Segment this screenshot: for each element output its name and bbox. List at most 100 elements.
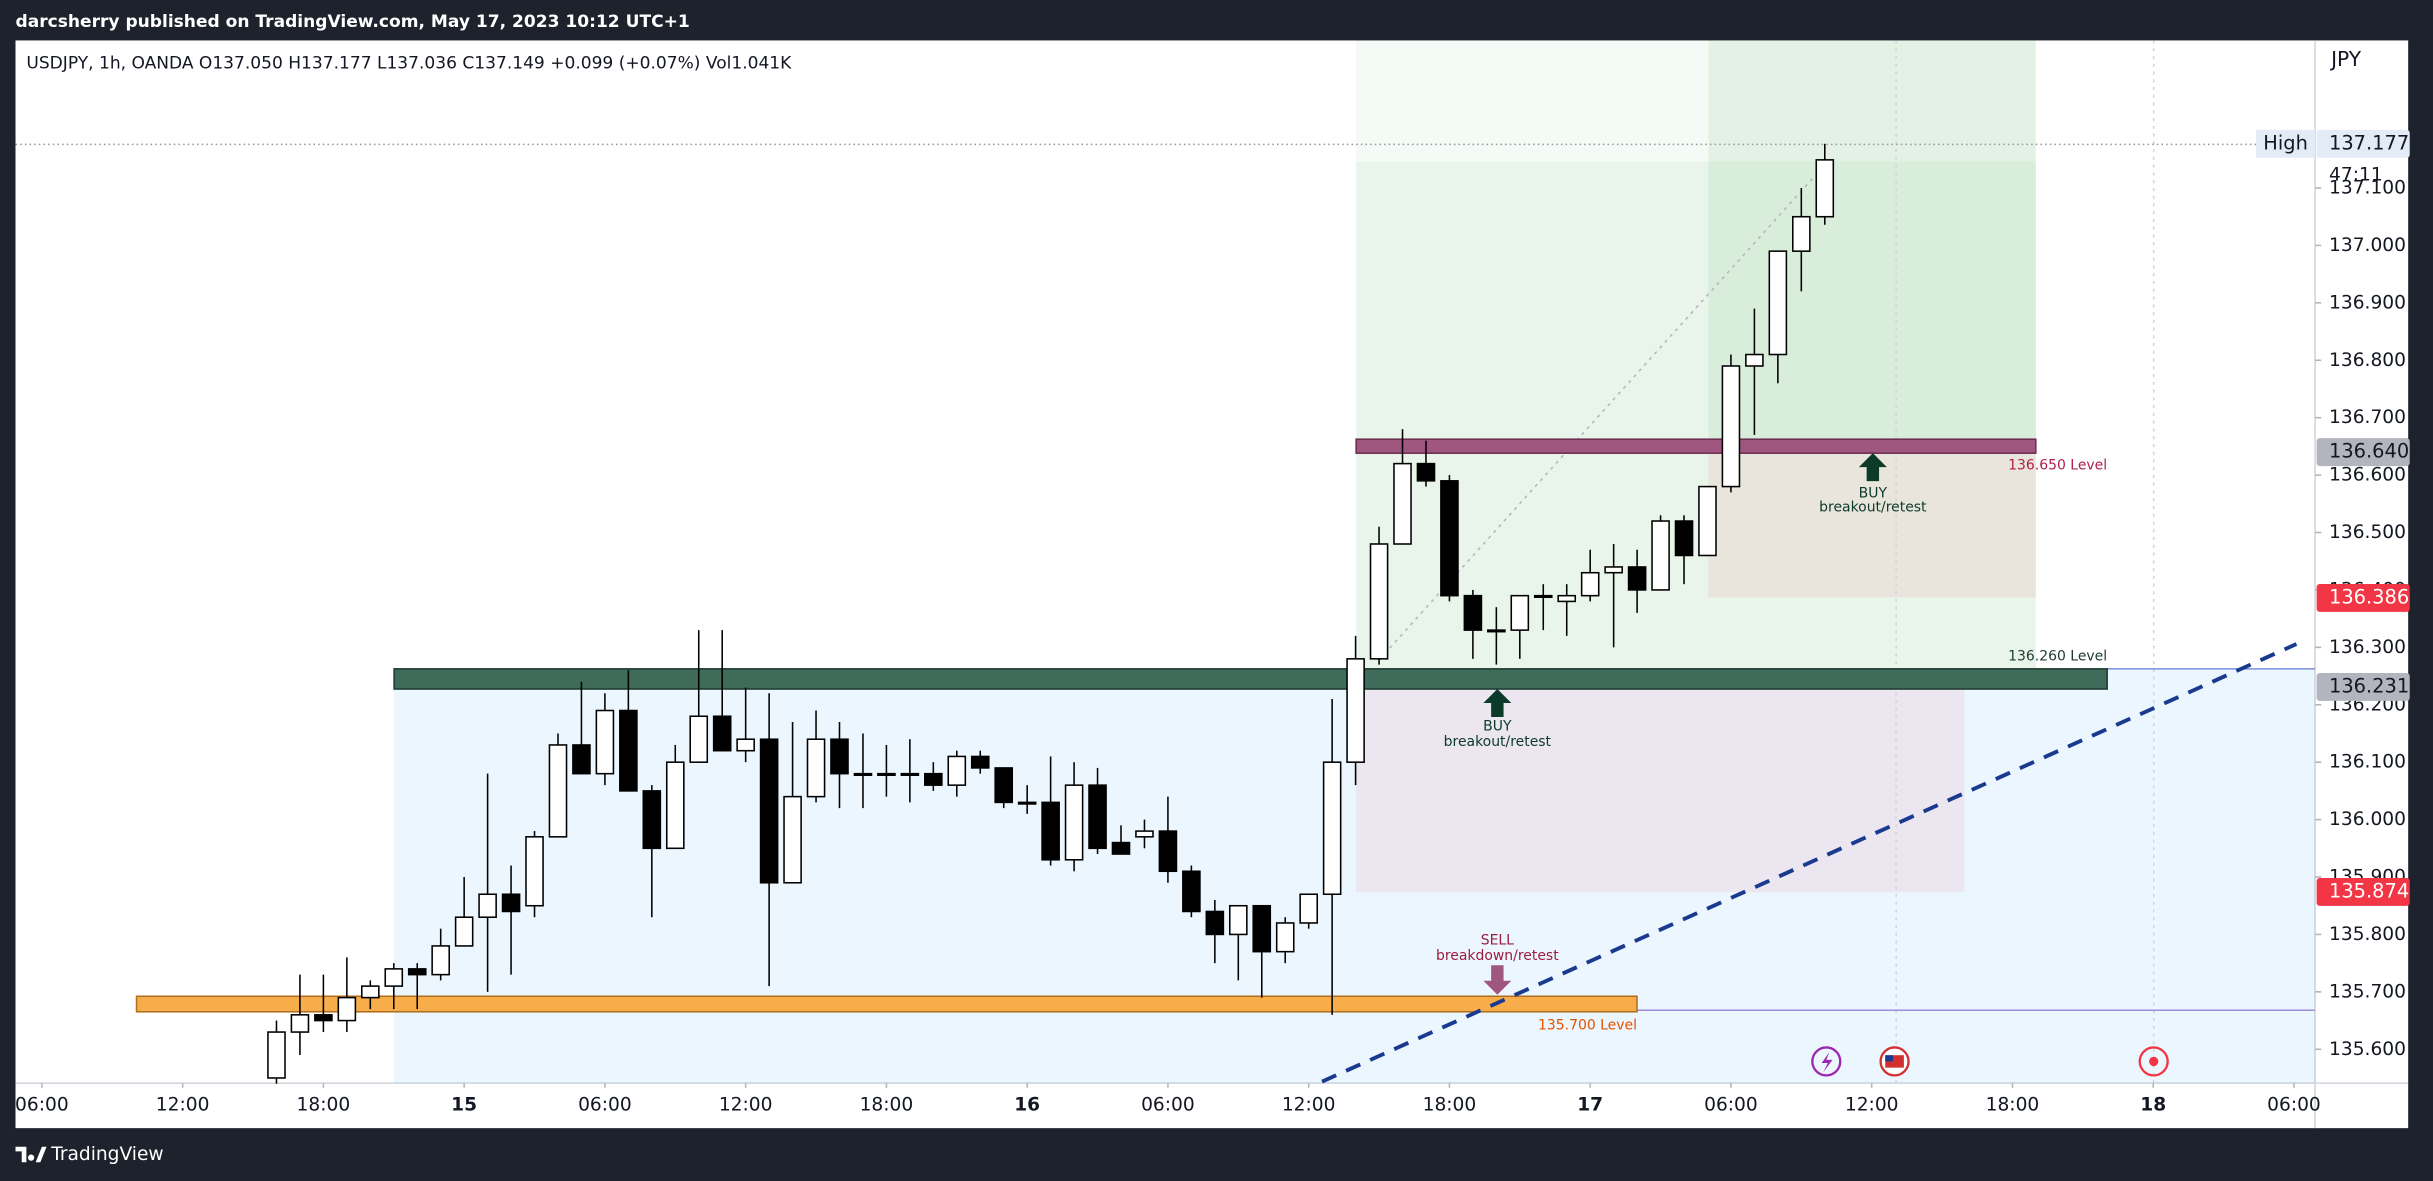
candle-body <box>501 893 521 913</box>
candle-body <box>1252 904 1272 953</box>
candle-body <box>642 790 662 850</box>
candle-body <box>1205 910 1225 936</box>
y-tick-label: 136.300 <box>2329 637 2406 658</box>
candle-body <box>1440 480 1459 597</box>
x-tick-label: 12:00 <box>1282 1094 1336 1115</box>
candle-body <box>337 996 357 1022</box>
y-tick-label: 135.600 <box>2329 1039 2406 1060</box>
candle-body <box>267 1031 286 1079</box>
candle-body <box>454 916 474 947</box>
candle-body <box>1182 870 1201 913</box>
candle-body <box>1533 594 1553 598</box>
brand: TradingView <box>50 1144 163 1165</box>
event-icon[interactable] <box>2138 1046 2169 1077</box>
event-icon[interactable] <box>1811 1046 1842 1077</box>
candle-body <box>1651 520 1670 591</box>
candle-body <box>1627 566 1647 591</box>
x-tick-label: 15 <box>451 1094 477 1115</box>
price-marker <box>2316 877 2410 906</box>
candle-body <box>736 738 755 752</box>
x-tick-label: 12:00 <box>1845 1094 1899 1115</box>
y-tick-label: 137.000 <box>2329 235 2406 256</box>
candle-body <box>478 893 497 918</box>
currency: JPY <box>2329 47 2362 71</box>
candle-body <box>525 836 544 907</box>
target-zone <box>1708 40 2036 440</box>
annotation: BUY <box>1859 486 1888 502</box>
level-label: 136.260 Level <box>2008 648 2107 664</box>
price-marker-label: 137.177 <box>2329 131 2409 154</box>
candle-body <box>924 772 943 786</box>
y-tick-label: 136.600 <box>2329 465 2406 486</box>
x-tick-label: 16 <box>1014 1094 1040 1115</box>
x-tick-label: 06:00 <box>1141 1094 1195 1115</box>
trend-line <box>1321 642 2298 1084</box>
annotation: breakout/retest <box>1444 734 1552 750</box>
candle-body <box>1088 784 1107 850</box>
price-marker-label: 136.640 <box>2329 440 2409 463</box>
candle-body <box>1792 215 1811 252</box>
symbol-legend: USDJPY, 1h, OANDA O137.050 H137.177 L137… <box>26 54 792 74</box>
x-tick-label: 18:00 <box>297 1094 351 1115</box>
candle-body <box>1604 566 1623 574</box>
price-marker-label: 136.386 <box>2329 585 2409 608</box>
candle-body <box>1815 159 1835 218</box>
y-tick-label: 137.100 <box>2329 178 2406 199</box>
candle-body <box>783 795 802 884</box>
price-marker <box>2316 438 2410 467</box>
candle-body <box>1275 922 1295 953</box>
candle-body <box>665 761 685 850</box>
level-label: 135.700 Level <box>1538 1018 1637 1034</box>
candle-body <box>1487 629 1506 633</box>
y-tick-label: 135.800 <box>2329 924 2406 945</box>
candle-body <box>1674 520 1694 557</box>
candle-body <box>759 738 779 884</box>
candle-body <box>361 985 380 999</box>
candle-body <box>1393 462 1412 545</box>
x-tick-label: 06:00 <box>1704 1094 1758 1115</box>
price-marker <box>2316 673 2410 701</box>
x-tick-label: 17 <box>1577 1094 1603 1115</box>
candle-body <box>947 755 967 786</box>
chart-panel <box>15 40 2409 1129</box>
candle-body <box>1369 543 1389 660</box>
y-tick-label: 136.900 <box>2329 292 2406 313</box>
annotation: BUY <box>1483 718 1512 734</box>
countdown: 47:11 <box>2329 164 2383 185</box>
x-tick-label: 06:00 <box>2267 1094 2321 1115</box>
candle-body <box>1510 594 1530 631</box>
candle-body <box>689 715 709 763</box>
x-tick-label: 12:00 <box>156 1094 210 1115</box>
price-marker-label: 135.874 <box>2329 879 2409 902</box>
candle-body <box>1745 353 1764 367</box>
x-tick-label: 18 <box>2140 1094 2166 1115</box>
x-tick-label: 18:00 <box>860 1094 914 1115</box>
x-tick-label: 18:00 <box>1423 1094 1477 1115</box>
candle-body <box>1721 365 1741 488</box>
candle-body <box>1064 784 1084 861</box>
y-tick-label: 136.500 <box>2329 522 2406 543</box>
candle-body <box>407 968 427 976</box>
x-tick-label: 12:00 <box>719 1094 773 1115</box>
candle-body <box>1416 462 1436 482</box>
price-marker-tag <box>2256 129 2316 158</box>
target-zone <box>1356 161 2036 669</box>
support-band <box>135 995 1638 1013</box>
buy-arrow <box>1858 453 1887 482</box>
y-tick-label: 136.100 <box>2329 752 2406 773</box>
candle-body <box>1580 571 1600 597</box>
target-zone <box>1356 40 2036 162</box>
y-tick-label: 135.700 <box>2329 981 2406 1002</box>
candle-body <box>877 772 896 776</box>
candle-body <box>1135 830 1154 838</box>
price-marker <box>2316 584 2410 612</box>
candle-body <box>970 755 990 769</box>
candle-body <box>619 709 638 792</box>
x-tick-label: 06:00 <box>578 1094 632 1115</box>
candle-body <box>431 945 450 976</box>
candle-body <box>1228 904 1248 936</box>
candle-body <box>806 738 826 798</box>
event-icon-glyph <box>2149 1056 2159 1067</box>
stop-zone <box>1356 689 1965 893</box>
